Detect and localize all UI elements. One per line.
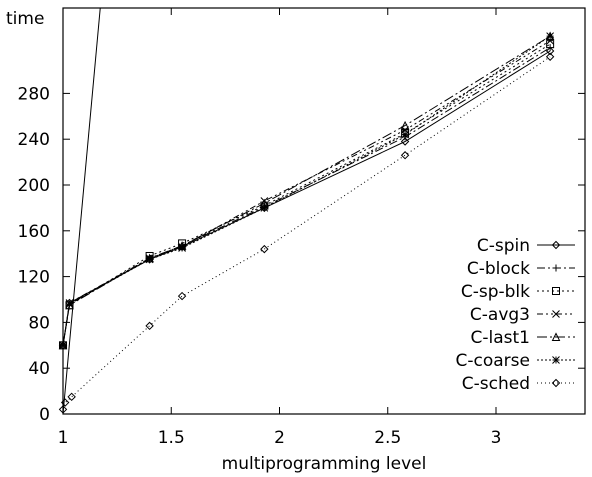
data-point-c-coarse xyxy=(401,130,409,139)
legend-label-c-coarse: C-coarse xyxy=(456,351,530,371)
y-tick-label: 240 xyxy=(18,130,50,150)
legend-marker-c-coarse xyxy=(552,356,560,364)
data-point-c-coarse xyxy=(145,255,154,264)
legend-marker-c-spin xyxy=(551,240,561,250)
data-point-c-avg3 xyxy=(260,197,269,205)
legend-label-c-last1: C-last1 xyxy=(471,328,530,348)
reference-line xyxy=(63,8,101,414)
series-line-c-sched xyxy=(63,56,551,410)
legend-marker-c-sp-blk xyxy=(552,287,560,295)
x-tick-label: 3 xyxy=(491,428,502,448)
y-tick-label: 200 xyxy=(18,176,50,196)
data-point-c-sched xyxy=(260,244,269,254)
data-point-c-sched xyxy=(545,52,555,61)
y-axis-title: time xyxy=(6,9,44,29)
plot-frame xyxy=(62,7,586,415)
x-tick-label: 2.5 xyxy=(374,428,401,448)
data-point-c-spin xyxy=(545,46,555,56)
y-tick-label: 120 xyxy=(18,268,50,288)
legend: C-spin C-block C-sp-blk C-avg3 C-last1 C-coar… xyxy=(456,236,575,394)
data-point-c-spin xyxy=(400,137,410,146)
legend-marker-c-sched xyxy=(551,378,561,388)
legend-label-c-sched: C-sched xyxy=(462,374,530,394)
data-point-c-sched xyxy=(67,392,76,402)
legend-marker-c-last1 xyxy=(551,332,561,341)
legend-marker-c-block xyxy=(552,264,560,272)
x-tick-label: 1.5 xyxy=(158,428,185,448)
legend-label-c-spin: C-spin xyxy=(477,236,530,256)
legend-label-c-block: C-block xyxy=(467,259,530,279)
legend-label-c-sp-blk: C-sp-blk xyxy=(461,282,530,302)
y-tick-label: 80 xyxy=(28,313,50,333)
x-tick-label: 2 xyxy=(274,428,285,448)
legend-label-c-avg3: C-avg3 xyxy=(470,305,530,325)
y-tick-label: 40 xyxy=(28,359,50,379)
y-tick-label: 160 xyxy=(18,222,50,242)
data-point-c-sched xyxy=(177,291,187,301)
y-tick-label: 0 xyxy=(39,405,50,425)
y-tick-label: 280 xyxy=(18,84,50,104)
data-point-c-coarse xyxy=(546,32,554,41)
legend-marker-c-avg3 xyxy=(552,310,560,318)
data-point-c-last1 xyxy=(400,120,410,130)
data-point-c-coarse xyxy=(65,300,74,308)
data-point-c-sched xyxy=(145,321,154,331)
data-point-c-coarse xyxy=(260,204,269,212)
x-axis-title: multiprogramming level xyxy=(222,454,427,474)
x-tick-label: 1 xyxy=(58,428,69,448)
data-point-c-sched xyxy=(400,151,410,160)
data-point-c-coarse xyxy=(178,244,186,252)
